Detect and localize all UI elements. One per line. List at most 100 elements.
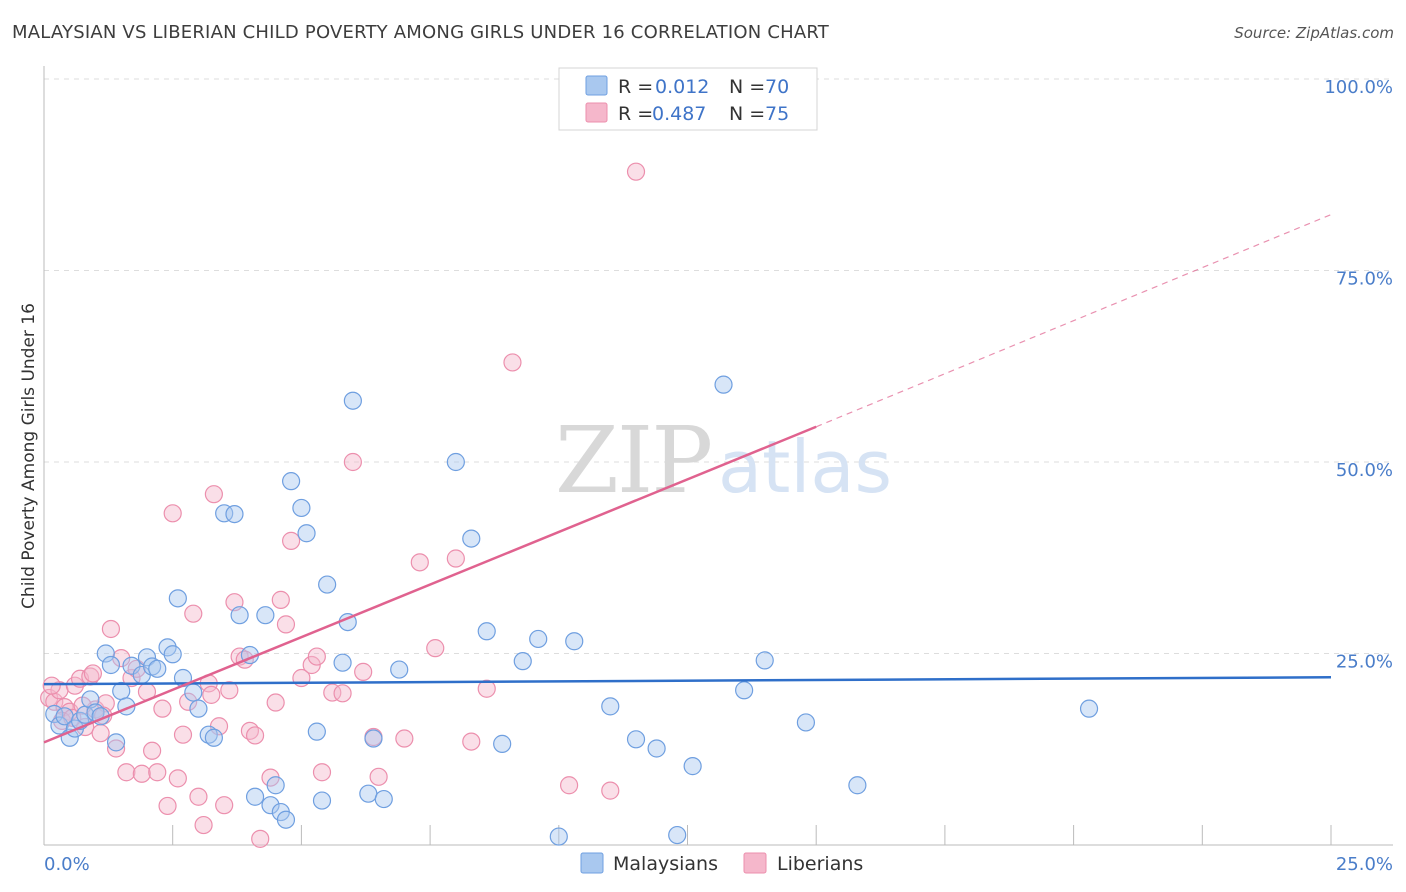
malaysian-point-62 bbox=[668, 825, 687, 845]
malaysian-point-65 bbox=[735, 681, 754, 700]
malaysian-point-39 bbox=[292, 498, 311, 518]
malaysian-point-48 bbox=[364, 729, 383, 748]
liberian-point-59 bbox=[426, 639, 445, 658]
liberian-point-49 bbox=[307, 647, 326, 666]
malaysian-point-57 bbox=[549, 827, 568, 846]
malaysian-point-52 bbox=[462, 529, 481, 548]
malaysian-point-37 bbox=[276, 810, 296, 829]
legend-n-label-2: N = bbox=[729, 103, 765, 125]
malaysian-point-54 bbox=[493, 734, 512, 753]
source-label: Source: ZipAtlas.com bbox=[1234, 24, 1394, 42]
liberian-point-13 bbox=[106, 739, 126, 758]
malaysian-point-43 bbox=[318, 575, 337, 594]
malaysian-point-29 bbox=[225, 504, 244, 524]
malaysian-point-40 bbox=[297, 524, 316, 543]
legend-r-value-1: 0.012 bbox=[655, 76, 709, 98]
x-tick-label-1: 25.0% bbox=[1336, 854, 1393, 875]
watermark: ZIP atlas bbox=[555, 407, 892, 514]
malaysian-point-58 bbox=[565, 632, 584, 651]
liberian-point-28 bbox=[184, 604, 203, 623]
liberian-point-44 bbox=[271, 590, 290, 609]
liberian-point-72 bbox=[83, 664, 103, 683]
legend-n-label-1: N = bbox=[729, 76, 765, 98]
y-tick-label-1: 50.0% bbox=[1336, 460, 1393, 481]
liberian-point-63 bbox=[503, 353, 522, 372]
watermark-zip: ZIP bbox=[555, 407, 711, 514]
liberian-point-24 bbox=[163, 504, 182, 523]
liberian-point-25 bbox=[168, 769, 187, 788]
malaysian-point-49 bbox=[374, 789, 393, 809]
watermark-atlas: atlas bbox=[718, 425, 892, 509]
liberian-point-64 bbox=[559, 776, 579, 795]
malaysian-point-27 bbox=[204, 728, 223, 747]
liberian-point-20 bbox=[143, 741, 162, 760]
y-tick-label-3: 100.0% bbox=[1324, 77, 1393, 98]
liberian-point-53 bbox=[343, 452, 362, 472]
liberian-point-74 bbox=[202, 685, 221, 704]
malaysian-point-13 bbox=[112, 681, 131, 701]
malaysian-point-50 bbox=[390, 660, 409, 679]
liberian-point-54 bbox=[354, 662, 373, 681]
liberian-point-43 bbox=[266, 693, 285, 712]
liberian-point-57 bbox=[395, 729, 414, 748]
legend-r-label-1: R = bbox=[618, 76, 653, 98]
malaysian-point-34 bbox=[261, 796, 280, 815]
x-tick-label-0: 0.0% bbox=[44, 854, 90, 875]
liberian-point-40 bbox=[245, 726, 265, 745]
liberian-point-30 bbox=[194, 815, 213, 835]
malaysian-point-53 bbox=[477, 622, 496, 641]
malaysian-point-44 bbox=[333, 653, 352, 672]
malaysian-point-67 bbox=[796, 713, 816, 732]
malaysian-point-38 bbox=[282, 472, 301, 491]
liberian-point-46 bbox=[282, 531, 301, 550]
chart-title: MALAYSIAN VS LIBERIAN CHILD POVERTY AMON… bbox=[12, 22, 829, 43]
liberian-point-51 bbox=[323, 683, 342, 702]
liberian-point-32 bbox=[204, 485, 223, 504]
bottom-legend-swatch-malaysians bbox=[580, 852, 604, 874]
malaysian-point-68 bbox=[848, 776, 867, 795]
liberian-point-68 bbox=[42, 676, 61, 695]
malaysian-point-66 bbox=[755, 651, 774, 670]
malaysian-point-35 bbox=[266, 776, 285, 795]
malaysian-point-47 bbox=[359, 784, 378, 803]
malaysian-point-10 bbox=[96, 644, 115, 663]
legend-r-value-2: 0.487 bbox=[652, 103, 706, 125]
malaysian-point-69 bbox=[1079, 699, 1099, 718]
liberian-point-65 bbox=[601, 781, 620, 800]
malaysian-point-63 bbox=[683, 757, 702, 776]
malaysian-point-28 bbox=[215, 504, 234, 523]
y-tick-label-2: 75.0% bbox=[1336, 269, 1393, 290]
liberian-point-18 bbox=[132, 764, 151, 783]
liberian-point-29 bbox=[189, 787, 208, 806]
liberian-point-10 bbox=[91, 724, 110, 743]
bottom-legend-label-malaysians: Malaysians bbox=[613, 853, 718, 875]
y-axis-label: Child Poverty Among Girls Under 16 bbox=[19, 303, 39, 609]
trend-lines bbox=[43, 214, 1332, 744]
liberian-point-26 bbox=[173, 725, 193, 744]
liberian-point-60 bbox=[446, 549, 465, 568]
malaysian-point-17 bbox=[137, 648, 157, 667]
tick-labels: 25.0% 50.0% 75.0% 100.0% 0.0% 25.0% bbox=[44, 77, 1393, 875]
liberian-point-12 bbox=[101, 619, 121, 639]
liberian-point-41 bbox=[251, 829, 270, 848]
malaysian-point-1 bbox=[50, 716, 69, 735]
liberian-point-61 bbox=[462, 732, 481, 751]
liberian-point-34 bbox=[215, 796, 234, 815]
top-legend: R = 0.012 N = 70 R = 0.487 N = 75 bbox=[558, 67, 818, 131]
malaysian-point-25 bbox=[189, 699, 208, 718]
malaysian-point-64 bbox=[714, 375, 733, 394]
liberian-point-66 bbox=[626, 162, 646, 181]
liberian-point-56 bbox=[369, 767, 388, 786]
liberian-point-22 bbox=[153, 699, 172, 718]
malaysian-point-12 bbox=[106, 733, 126, 752]
gridlines bbox=[44, 78, 1393, 654]
malaysian-point-61 bbox=[647, 739, 666, 758]
malaysian-point-46 bbox=[343, 391, 362, 410]
malaysian-point-32 bbox=[245, 787, 265, 806]
malaysian-point-60 bbox=[626, 730, 646, 749]
legend-n-value-2: 75 bbox=[765, 103, 789, 125]
malaysian-point-41 bbox=[307, 722, 326, 741]
legend-swatch-liberians bbox=[585, 102, 608, 123]
malaysian-point-21 bbox=[163, 645, 182, 664]
